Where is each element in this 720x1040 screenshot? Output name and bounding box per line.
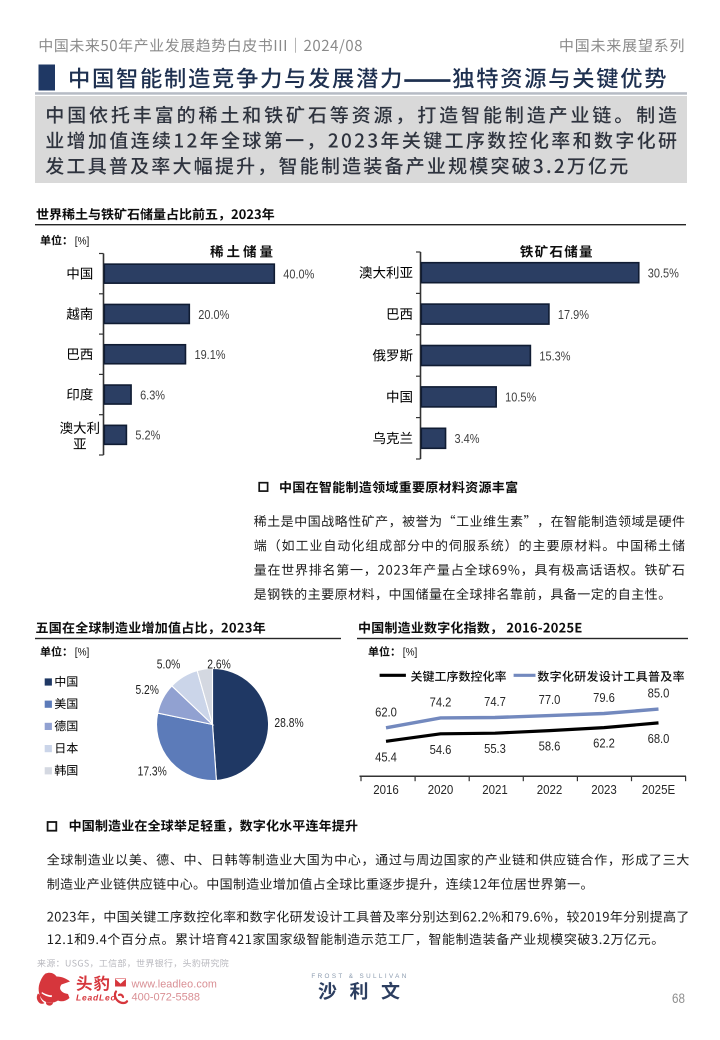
- svg-text:www.leadleo.com: www.leadleo.com: [131, 979, 218, 991]
- svg-text:79.6: 79.6: [593, 690, 615, 705]
- svg-text:2021: 2021: [482, 783, 508, 798]
- svg-text:62.0: 62.0: [375, 704, 397, 719]
- svg-text:5.2%: 5.2%: [135, 682, 159, 698]
- svg-text:68: 68: [672, 990, 685, 1006]
- svg-text:2025E: 2025E: [642, 783, 675, 798]
- svg-text:2016: 2016: [373, 783, 399, 798]
- svg-text:15.3%: 15.3%: [539, 348, 570, 363]
- svg-text:5.0%: 5.0%: [157, 656, 181, 672]
- svg-text:[%]: [%]: [403, 647, 418, 658]
- svg-text:20.0%: 20.0%: [198, 307, 229, 322]
- svg-text:54.6: 54.6: [430, 742, 452, 757]
- svg-text:30.5%: 30.5%: [648, 266, 679, 281]
- svg-text:2022: 2022: [537, 783, 563, 798]
- svg-text:400-072-5588: 400-072-5588: [132, 992, 201, 1004]
- svg-text:[%]: [%]: [75, 236, 90, 247]
- svg-text:10.5%: 10.5%: [505, 390, 536, 405]
- svg-text:17.9%: 17.9%: [558, 307, 589, 322]
- svg-text:45.4: 45.4: [375, 749, 397, 764]
- svg-text:5.2%: 5.2%: [135, 428, 160, 443]
- svg-text:[%]: [%]: [75, 647, 90, 658]
- svg-text:58.6: 58.6: [539, 739, 561, 754]
- svg-text:2020: 2020: [428, 783, 454, 798]
- svg-text:3.4%: 3.4%: [455, 431, 480, 446]
- svg-text:6.3%: 6.3%: [140, 387, 165, 402]
- svg-text:40.0%: 40.0%: [283, 266, 314, 281]
- svg-text:77.0: 77.0: [539, 692, 561, 707]
- svg-text:74.2: 74.2: [430, 695, 452, 710]
- svg-text:74.7: 74.7: [484, 694, 506, 709]
- svg-text:17.3%: 17.3%: [138, 763, 168, 779]
- svg-text:62.2: 62.2: [593, 736, 615, 751]
- svg-text:28.8%: 28.8%: [274, 715, 304, 731]
- svg-text:19.1%: 19.1%: [194, 347, 225, 362]
- svg-text:85.0: 85.0: [648, 686, 670, 701]
- svg-text:FROST & SULLIVAN: FROST & SULLIVAN: [311, 973, 408, 980]
- svg-text:68.0: 68.0: [648, 731, 670, 746]
- svg-text:LeadLeo: LeadLeo: [76, 993, 117, 1003]
- svg-text:2.6%: 2.6%: [207, 656, 231, 672]
- svg-text:55.3: 55.3: [484, 741, 506, 756]
- svg-text:2023: 2023: [591, 783, 617, 798]
